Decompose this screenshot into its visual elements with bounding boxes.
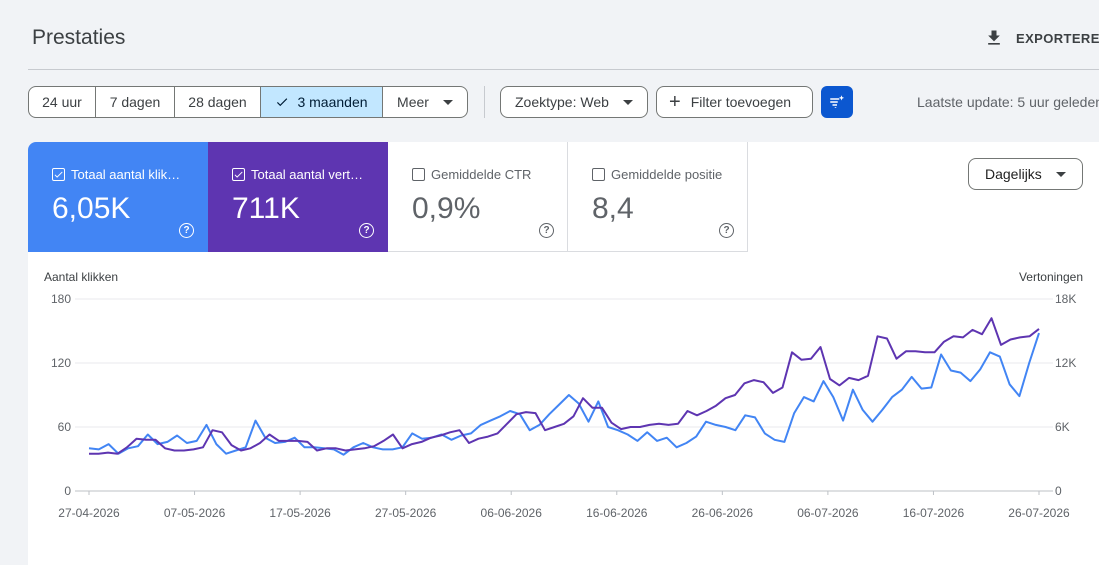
filter-sparkle-icon [830,95,845,108]
add-filter-label: Filter toevoegen [690,94,792,110]
metric-value: 6,05K [52,192,131,225]
last-update-text: Laatste update: 5 uur geleden [917,94,1099,110]
checkbox-unchecked-icon[interactable] [412,168,425,181]
y-left-tick-label: 60 [58,420,72,434]
metric-label-row: Gemiddelde CTR [412,167,531,182]
range-3m-label: 3 maanden [297,94,368,110]
toolbar-separator [484,86,485,118]
metric-average-position[interactable]: Gemiddelde positie 8,4 ? [568,142,748,252]
metric-label: Gemiddelde CTR [431,167,532,182]
metric-average-ctr[interactable]: Gemiddelde CTR 0,9% ? [388,142,568,252]
metric-label-row: Totaal aantal vert… [232,167,363,182]
y-right-tick-label: 12K [1055,356,1076,370]
y-right-tick-label: 6K [1055,420,1070,434]
check-icon [277,98,288,107]
range-more-label: Meer [397,94,429,110]
help-icon[interactable]: ? [719,223,734,238]
performance-chart: Aantal klikken Vertoningen 0 0 60 6K 120 12K 180… [28,264,1099,524]
x-tick-label: 06-06-2026 [481,506,543,520]
filter-settings-button[interactable] [821,86,853,118]
x-tick-label: 16-06-2026 [586,506,648,520]
help-icon[interactable]: ? [539,223,554,238]
y-left-axis-title: Aantal klikken [44,270,118,284]
metric-label-row: Gemiddelde positie [592,167,722,182]
metric-label: Totaal aantal vert… [251,167,364,182]
series-line-impressions [89,317,1040,455]
granularity-dropdown[interactable]: Dagelijks [968,158,1083,190]
checkbox-unchecked-icon[interactable] [592,168,605,181]
plus-icon: + [669,91,681,113]
search-type-label: Zoektype: Web [515,94,609,110]
x-tick-label: 27-05-2026 [375,506,437,520]
metric-value: 711K [232,192,300,225]
performance-card: Totaal aantal klik… 6,05K ? Totaal aanta… [28,142,1099,565]
metric-value: 0,9% [412,192,481,225]
x-tick-label: 26-07-2026 [1008,506,1070,520]
metric-label-row: Totaal aantal klik… [52,167,180,182]
help-icon[interactable]: ? [179,223,194,238]
page-header: Prestaties EXPORTEREN [0,0,1099,70]
add-filter-button[interactable]: + Filter toevoegen [656,86,813,118]
performance-chart-svg: Aantal klikken Vertoningen 0 0 60 6K 120 12K 180… [44,270,1083,520]
range-more-button[interactable]: Meer [383,87,467,117]
help-icon[interactable]: ? [359,223,374,238]
y-left-tick-label: 120 [51,356,71,370]
y-left-tick-label: 0 [64,484,71,498]
chevron-down-icon [1056,172,1066,177]
chevron-down-icon [442,99,453,105]
range-28d-button[interactable]: 28 dagen [175,87,261,117]
range-24h-button[interactable]: 24 uur [29,87,96,117]
range-7d-button[interactable]: 7 dagen [96,87,175,117]
x-tick-label: 16-07-2026 [903,506,965,520]
metric-total-impressions[interactable]: Totaal aantal vert… 711K ? [208,142,388,252]
y-left-tick-label: 180 [51,292,71,306]
date-range-group: 24 uur 7 dagen 28 dagen 3 maanden Meer [28,86,468,118]
chevron-down-icon [622,99,633,105]
x-tick-label: 06-07-2026 [797,506,859,520]
toolbar: 24 uur 7 dagen 28 dagen 3 maanden Meer Z… [28,86,1099,118]
metric-total-clicks[interactable]: Totaal aantal klik… 6,05K ? [28,142,208,252]
y-right-tick-label: 18K [1055,292,1076,306]
metric-label: Gemiddelde positie [611,167,723,182]
export-button[interactable]: EXPORTEREN [984,26,1099,50]
checkbox-checked-icon[interactable] [232,168,245,181]
series-line-clicks [88,332,1040,456]
export-label: EXPORTEREN [1016,30,1099,46]
granularity-label: Dagelijks [985,166,1042,182]
header-divider [28,69,1099,70]
download-icon [988,30,1000,45]
search-type-button[interactable]: Zoektype: Web [500,86,648,118]
range-3m-button[interactable]: 3 maanden [261,87,383,117]
x-tick-label: 07-05-2026 [164,506,226,520]
metric-value: 8,4 [592,192,634,225]
x-tick-label: 26-06-2026 [692,506,754,520]
metric-label: Totaal aantal klik… [71,167,181,182]
y-right-axis-title: Vertoningen [1019,270,1083,284]
page-title: Prestaties [32,26,126,49]
x-tick-label: 17-05-2026 [269,506,331,520]
x-tick-label: 27-04-2026 [58,506,120,520]
y-right-tick-label: 0 [1055,484,1062,498]
checkbox-checked-icon[interactable] [52,168,65,181]
